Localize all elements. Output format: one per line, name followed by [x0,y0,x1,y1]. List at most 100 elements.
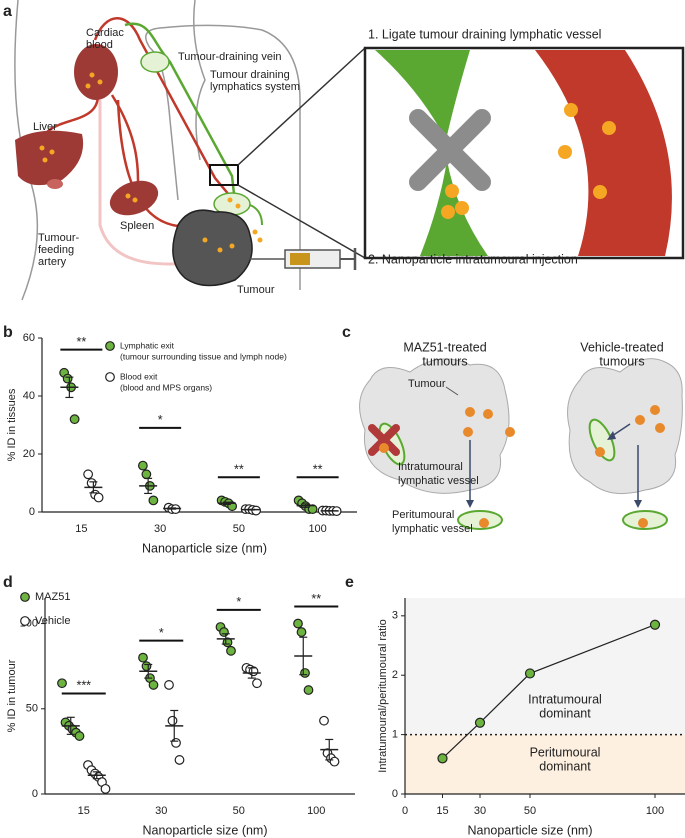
x-tick-label: 15 [78,805,90,817]
data-point [437,753,448,764]
x-tick-label: 30 [474,805,486,817]
significance-label: ** [313,462,323,476]
lymphatic-wedge [420,160,488,256]
data-point [86,478,97,488]
legend-note: (tumour surrounding tissue and lymph nod… [120,351,287,361]
vessel-label: Intratumoural [398,461,463,473]
data-point [74,731,85,741]
y-tick-label: 40 [23,390,35,402]
arrow-head [466,500,474,508]
data-point [174,755,185,765]
body-outline [193,0,206,161]
data-point [164,680,174,690]
data-point [62,373,73,384]
vessel-label: Tumour draining [210,69,290,81]
panel-label: e [345,574,354,591]
significance-label: ** [234,462,244,476]
x-axis-label: Nanoparticle size (nm) [467,823,592,837]
organ-label: Spleen [120,220,154,232]
panel-label: a [3,3,12,20]
data-point [137,460,148,471]
nanoparticle [564,103,578,117]
x-axis-label: Nanoparticle size (nm) [142,541,267,555]
x-tick-label: 0 [402,805,408,817]
y-tick-label: 0 [392,788,398,800]
nanoparticle [89,72,95,78]
x-tick-label: 15 [75,523,87,535]
significance-label: ** [77,335,87,349]
y-axis-label: % ID in tissues [6,388,18,461]
data-point [649,619,661,630]
nanoparticle [479,518,489,528]
y-tick-label: 0 [32,788,38,800]
nanoparticle [465,407,475,417]
legend-label: Lymphatic exit [120,340,175,350]
nanoparticle [463,427,473,437]
data-point [296,627,307,637]
group-title: tumours [422,354,467,368]
zoom-link [237,47,366,166]
legend-label: MAZ51 [35,591,70,603]
heart [74,44,118,100]
nanoparticle [593,185,607,199]
nanoparticle [229,243,235,249]
data-line [442,624,656,759]
data-point [141,469,152,480]
significance-label: ** [311,592,321,606]
data-point [293,618,303,629]
vessel-label: Peritumoural [392,509,454,521]
x-tick-label: 50 [524,805,536,817]
nanoparticle [445,184,459,198]
nanoparticle [650,405,660,415]
organ-label: Liver [33,121,57,133]
panel-label: d [3,574,13,591]
vessel-label: artery [38,256,67,268]
tumour-mass [172,209,253,287]
nanoparticle [257,237,263,243]
lymphatic [249,204,263,226]
data-point [226,645,236,656]
step-label: 2. Nanoparticle intratumoural injection [368,252,578,266]
x-tick-label: 100 [646,805,664,817]
x-tick-label: 100 [307,805,325,817]
data-point [148,680,159,690]
group-title: tumours [599,354,644,368]
y-tick-label: 2 [392,669,398,681]
vessel-label: lymphatic vessel [392,523,473,535]
nanoparticle [379,443,389,453]
data-point [329,756,340,767]
legend-label: Blood exit [120,371,158,381]
region-below [405,734,685,794]
data-point [300,668,310,678]
y-axis-label: % ID in tumour [6,659,18,732]
nanoparticle [252,229,258,235]
x-tick-label: 15 [436,805,448,817]
data-point [100,783,111,794]
zoom-box [209,164,239,186]
nanoparticle [655,423,665,433]
legend-label: Vehicle [35,615,70,627]
arrow-head [607,431,616,440]
vessel-label: Tumour-draining vein [178,51,282,63]
vessel-label: lymphatic vessel [398,475,479,487]
vessel-label: lymphatics system [210,81,300,93]
significance-label: *** [76,679,91,693]
tumour-label: Tumour [408,378,446,390]
leader [445,386,459,396]
vessel-label: feeding [38,244,74,256]
region-label: dominant [539,759,591,773]
panel-label: c [342,324,351,341]
organ-label: blood [86,39,113,51]
nanoparticle [638,518,648,528]
nanoparticle [635,415,645,425]
x-tick-label: 50 [233,805,245,817]
y-tick-label: 20 [23,448,35,460]
legend-marker [20,592,30,602]
data-point [138,652,148,663]
legend-marker [105,341,115,351]
data-point [171,737,181,748]
nanoparticle [39,145,45,151]
y-tick-label: 0 [29,506,35,518]
nanoparticle [85,83,91,89]
